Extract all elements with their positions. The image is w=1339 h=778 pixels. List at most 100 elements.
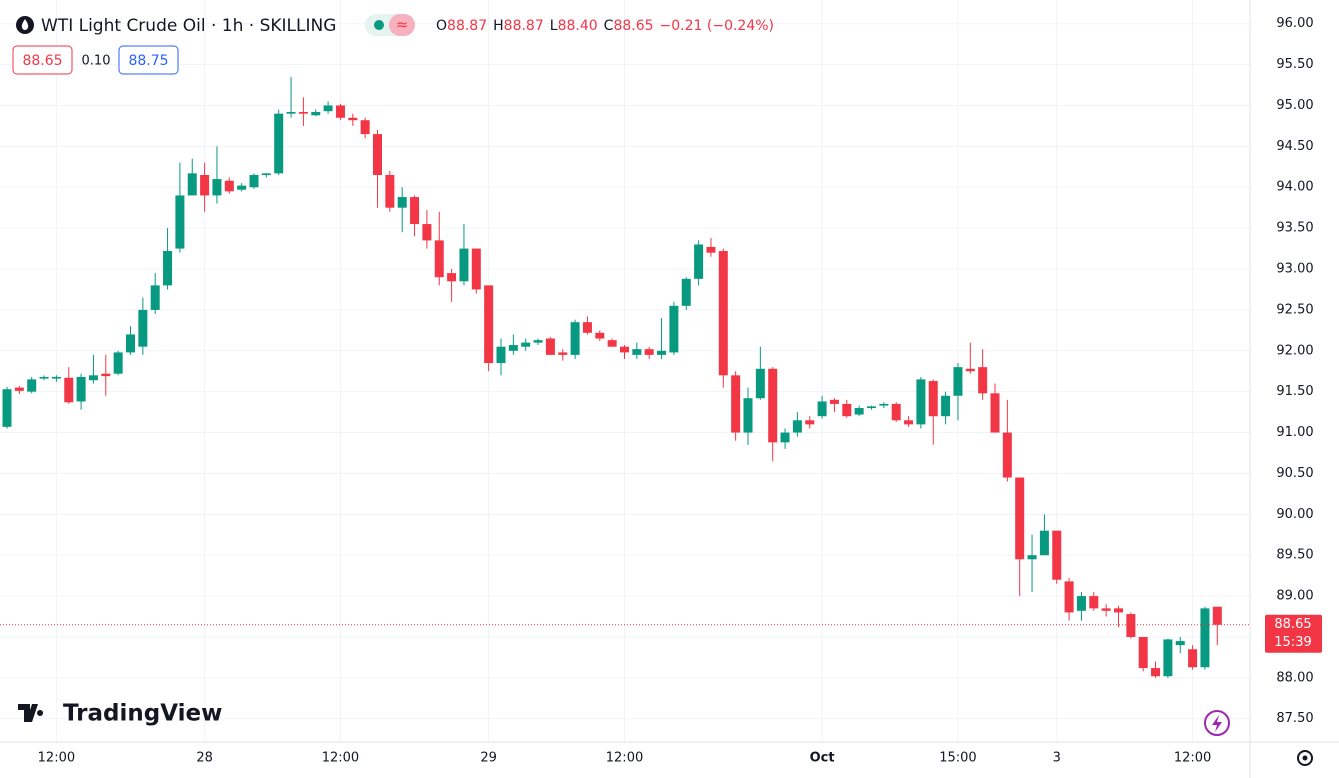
y-tick-label: 88.00	[1276, 670, 1313, 685]
delay-badge	[389, 14, 415, 36]
candle-body	[150, 285, 160, 310]
x-tick-label: Oct	[810, 751, 835, 766]
candle-body	[459, 248, 469, 282]
candle-body	[928, 381, 938, 417]
chart-title: WTI Light Crude Oil · 1h · SKILLING	[41, 16, 336, 36]
candle-body	[570, 322, 580, 355]
candle-body	[817, 401, 827, 417]
candle-body	[64, 377, 74, 403]
y-tick-label: 92.50	[1276, 302, 1313, 317]
y-tick-label: 93.50	[1276, 221, 1313, 236]
candle-body	[842, 403, 852, 417]
candle-body	[298, 112, 308, 114]
candle-body	[237, 185, 247, 190]
lightning-button[interactable]	[1204, 710, 1230, 736]
candle-body	[496, 346, 506, 364]
candle-body	[1039, 530, 1049, 556]
candle-body	[76, 376, 86, 402]
y-tick-label: 94.00	[1276, 180, 1313, 195]
ohlc-value: 88.87	[447, 18, 487, 34]
candle-body	[607, 340, 617, 347]
candle-body	[829, 399, 839, 404]
candle-body	[113, 352, 123, 374]
candle-body	[274, 113, 284, 174]
candle-body	[780, 432, 790, 443]
candle-body	[582, 322, 592, 333]
candle-body	[718, 251, 728, 376]
candle-body	[434, 240, 444, 278]
candle-body	[644, 349, 654, 355]
candle-body	[88, 375, 98, 381]
candle-body	[743, 398, 753, 433]
brand-name: TradingView	[63, 701, 222, 727]
candle-body	[632, 349, 642, 355]
y-tick-label: 96.00	[1276, 16, 1313, 31]
candle-body	[953, 367, 963, 396]
candle-body	[792, 420, 802, 433]
ohlc-key: L	[550, 18, 558, 34]
candle-body	[706, 246, 716, 253]
candle-body	[558, 352, 568, 355]
y-tick-label: 93.00	[1276, 262, 1313, 277]
x-tick-label: 12:00	[1174, 751, 1211, 766]
bid-box[interactable]	[12, 45, 73, 75]
x-tick-label: 29	[480, 751, 497, 766]
candle-body	[1027, 555, 1037, 560]
candle-body	[335, 105, 345, 118]
candle-body	[1212, 606, 1222, 625]
candle-body	[867, 406, 876, 409]
y-tick-label: 89.00	[1276, 589, 1313, 604]
settings-button[interactable]	[1297, 750, 1313, 766]
candle-body	[286, 112, 296, 114]
ohlc-value: 88.87	[504, 18, 544, 34]
candle-body	[1089, 596, 1099, 609]
candle-body	[373, 134, 382, 175]
candle-body	[410, 197, 420, 225]
candle-body	[323, 105, 333, 112]
candle-body	[447, 273, 457, 282]
y-tick-label: 94.50	[1276, 139, 1313, 154]
candle-body	[27, 379, 37, 392]
ask-price: 88.75	[128, 53, 168, 69]
candle-body	[348, 117, 358, 121]
market-open-dot	[374, 20, 384, 30]
last-price-label: 88.65	[1274, 617, 1311, 632]
x-tick-label: 28	[196, 751, 213, 766]
candle-body	[175, 195, 185, 249]
candle-body	[249, 174, 259, 188]
settings-icon	[1302, 755, 1308, 761]
candle-body	[879, 403, 889, 406]
candle-body	[1015, 477, 1025, 560]
candles	[0, 76, 1250, 678]
x-tick-label: 12:00	[38, 751, 75, 766]
candle-body	[916, 379, 926, 425]
candle-body	[657, 350, 667, 355]
candle-body	[941, 395, 951, 417]
candle-body	[620, 346, 629, 353]
candle-body	[990, 393, 1000, 433]
candle-body	[669, 305, 679, 353]
y-tick-label: 95.50	[1276, 57, 1313, 72]
x-tick-label: 15:00	[939, 751, 976, 766]
candle-body	[805, 420, 815, 425]
delay-icon: ≈	[396, 16, 409, 34]
x-tick-label: 12:00	[606, 751, 643, 766]
ohlc-legend: O88.87 H88.87 L88.40 C88.65 −0.21 (−0.24%)	[436, 18, 774, 34]
candle-body	[545, 338, 555, 355]
candle-body	[978, 367, 988, 394]
candle-body	[891, 403, 901, 421]
ask-box[interactable]	[118, 45, 179, 75]
candle-body	[126, 334, 135, 353]
candle-body	[471, 248, 481, 290]
candle-body	[311, 112, 321, 116]
candle-body	[1151, 668, 1161, 677]
candle-body	[1126, 614, 1136, 637]
ohlc-key: H	[493, 18, 504, 34]
y-tick-label: 90.00	[1276, 507, 1313, 522]
candle-body	[681, 278, 691, 306]
last-price-box	[1265, 614, 1322, 653]
candle-body	[595, 332, 605, 339]
candle-body	[39, 376, 49, 379]
y-tick-label: 92.00	[1276, 343, 1313, 358]
